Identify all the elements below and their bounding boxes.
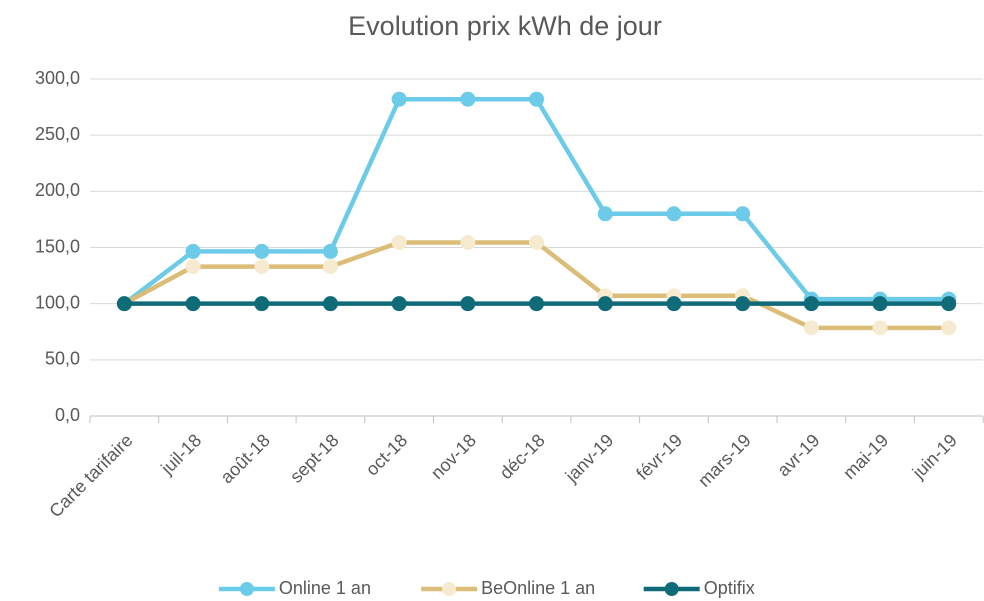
series-marker [666, 296, 682, 312]
x-tick-label: juil-18 [156, 430, 205, 479]
y-tick-label: 100,0 [35, 292, 80, 312]
y-tick-label: 50,0 [45, 349, 80, 369]
y-tick-label: 250,0 [35, 124, 80, 144]
series-marker [597, 206, 613, 222]
series-marker [391, 296, 407, 312]
x-tick-label: oct-18 [362, 430, 412, 480]
legend-marker [442, 582, 457, 596]
x-tick-label: sept-18 [286, 430, 343, 487]
series-marker [735, 206, 751, 222]
x-tick-label: janv-19 [561, 430, 618, 487]
series-marker [529, 296, 545, 312]
legend-marker [239, 582, 254, 596]
y-tick-label: 0,0 [55, 405, 80, 425]
series-marker [185, 259, 201, 275]
legend-label: Online 1 an [279, 578, 371, 598]
legend-marker [664, 582, 679, 596]
series-marker [803, 320, 819, 336]
y-tick-label: 150,0 [35, 236, 80, 256]
series-marker [597, 296, 613, 312]
series-marker [666, 206, 682, 222]
x-tick-label: Carte tarifaire [45, 430, 136, 521]
series-marker [872, 320, 888, 336]
series-marker [391, 91, 407, 107]
legend-label: Optifix [704, 578, 755, 598]
x-tick-label: févr-19 [632, 430, 686, 484]
y-tick-label: 300,0 [35, 68, 80, 88]
x-tick-label: août-18 [217, 430, 274, 487]
series-marker [116, 296, 132, 312]
series-marker [185, 296, 201, 312]
series-marker [322, 259, 338, 275]
series-marker [460, 91, 476, 107]
x-tick-label: mars-19 [694, 430, 755, 491]
series-line [123, 240, 949, 331]
legend-label: BeOnline 1 an [481, 578, 595, 598]
y-tick-label: 200,0 [35, 180, 80, 200]
series-marker [941, 320, 957, 336]
series-marker [803, 296, 819, 312]
x-tick-label: avr-19 [773, 430, 823, 480]
series-marker [254, 259, 270, 275]
x-tick-label: déc-18 [496, 430, 549, 483]
x-tick-label: nov-18 [427, 430, 480, 483]
series-marker [322, 243, 338, 259]
series-marker [322, 296, 338, 312]
x-tick-label: juin-19 [908, 430, 961, 483]
series-marker [872, 296, 888, 312]
series-marker [529, 234, 545, 250]
series-marker [941, 296, 957, 312]
series-marker [529, 91, 545, 107]
series-marker [254, 296, 270, 312]
series-marker [460, 234, 476, 250]
series-marker [735, 296, 751, 312]
series-marker [185, 243, 201, 259]
x-tick-label: mai-19 [839, 430, 892, 483]
series-marker [391, 234, 407, 250]
series-marker [254, 243, 270, 259]
series-line [122, 96, 949, 306]
series-marker [460, 296, 476, 312]
chart-title: Evolution prix kWh de jour [348, 11, 662, 41]
